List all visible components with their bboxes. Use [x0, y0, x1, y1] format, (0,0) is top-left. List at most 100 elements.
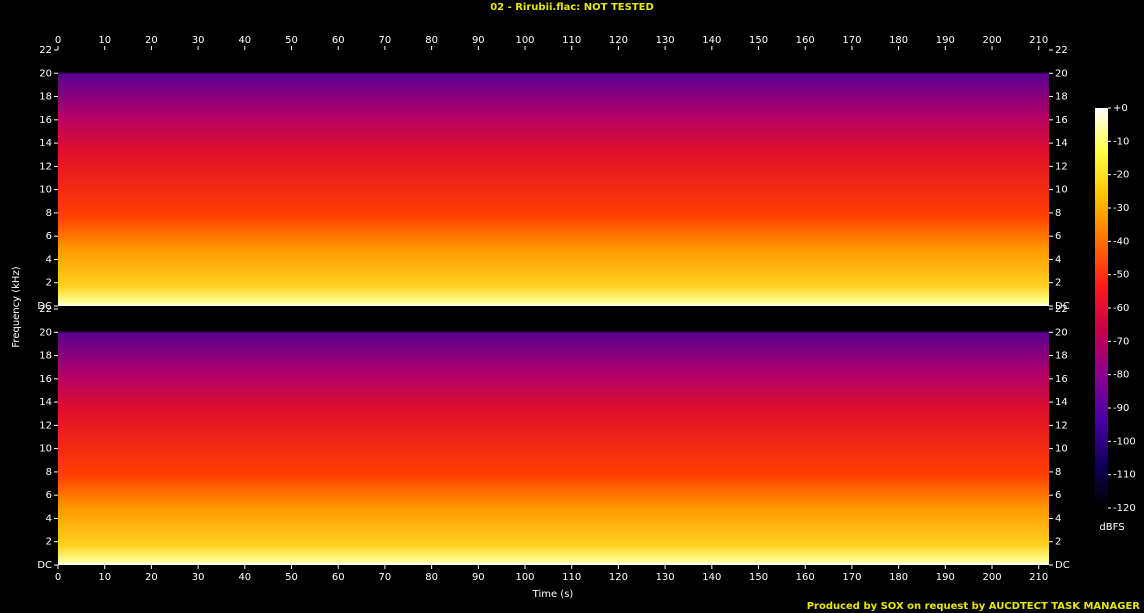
x-tick-label: 120	[609, 35, 628, 46]
x-tick-label: 40	[238, 35, 251, 46]
y-tick-label: 6	[1055, 490, 1061, 501]
y-tick-label: 4	[1055, 254, 1061, 265]
y-tick-label: 4	[46, 513, 52, 524]
y-tick-label: DC	[1055, 560, 1070, 571]
colorbar-tick-label: -10	[1113, 136, 1129, 147]
x-tick-label: 200	[982, 35, 1001, 46]
y-tick-label: 10	[1055, 444, 1068, 455]
x-tick-label: 90	[472, 572, 485, 583]
x-tick-label: 60	[332, 572, 345, 583]
footer: Produced by SOX on request by AUCDTECT T…	[807, 601, 1141, 612]
chart-title: 02 - Rirubii.flac: NOT TESTED	[490, 2, 654, 13]
colorbar-tick-label: -100	[1113, 436, 1136, 447]
x-axis-label: Time (s)	[532, 589, 574, 600]
x-tick-label: 50	[285, 35, 298, 46]
colorbar-tick-label: +0	[1113, 103, 1128, 114]
y-tick-label: 14	[39, 138, 52, 149]
y-tick-label: 10	[39, 444, 52, 455]
x-tick-label: 90	[472, 35, 485, 46]
y-tick-label: 10	[1055, 185, 1068, 196]
y-tick-label: 14	[39, 397, 52, 408]
x-tick-label: 180	[889, 572, 908, 583]
spectrogram-panel	[58, 309, 1049, 565]
y-tick-label: 2	[1055, 278, 1061, 289]
colorbar	[1095, 108, 1108, 508]
y-tick-label: 22	[39, 304, 52, 315]
x-tick-label: 40	[238, 572, 251, 583]
x-tick-label: 80	[425, 35, 438, 46]
x-tick-label: 80	[425, 572, 438, 583]
y-tick-label: 2	[46, 537, 52, 548]
y-axis-label: Frequency (kHz)	[11, 266, 22, 347]
y-tick-label: 8	[46, 467, 52, 478]
x-tick-label: 150	[749, 572, 768, 583]
y-tick-label: 16	[1055, 115, 1068, 126]
colorbar-tick-label: -80	[1113, 370, 1129, 381]
x-tick-label: 170	[842, 572, 861, 583]
x-tick-label: 20	[145, 35, 158, 46]
colorbar-tick-label: -40	[1113, 236, 1129, 247]
y-tick-label: 14	[1055, 138, 1068, 149]
colorbar-tick-label: -90	[1113, 403, 1129, 414]
x-tick-label: 20	[145, 572, 158, 583]
y-tick-label: 4	[46, 254, 52, 265]
y-tick-label: 10	[39, 185, 52, 196]
colorbar-tick-label: -70	[1113, 336, 1129, 347]
x-tick-label: 190	[936, 35, 955, 46]
x-tick-label: 70	[379, 572, 392, 583]
y-tick-label: 22	[39, 45, 52, 56]
y-tick-label: 20	[39, 327, 52, 338]
x-tick-label: 150	[749, 35, 768, 46]
x-tick-label: 60	[332, 35, 345, 46]
x-tick-label: 30	[192, 35, 205, 46]
x-tick-label: 130	[656, 35, 675, 46]
spectrogram-panel	[58, 50, 1049, 306]
y-tick-label: 20	[1055, 327, 1068, 338]
x-tick-label: 130	[656, 572, 675, 583]
x-tick-label: 200	[982, 572, 1001, 583]
y-tick-label: 12	[39, 161, 52, 172]
x-tick-label: 170	[842, 35, 861, 46]
x-tick-label: 10	[98, 572, 111, 583]
y-tick-label: 8	[46, 208, 52, 219]
colorbar-tick-label: -50	[1113, 270, 1129, 281]
y-tick-label: 16	[1055, 374, 1068, 385]
y-tick-label: DC	[1055, 301, 1070, 312]
y-tick-label: 18	[39, 92, 52, 103]
y-tick-label: DC	[37, 560, 52, 571]
x-tick-label: 10	[98, 35, 111, 46]
x-tick-label: 100	[515, 572, 534, 583]
colorbar-tick-label: -110	[1113, 470, 1136, 481]
y-tick-label: 18	[1055, 92, 1068, 103]
colorbar-tick-label: -30	[1113, 203, 1129, 214]
x-tick-label: 140	[702, 35, 721, 46]
x-tick-label: 110	[562, 572, 581, 583]
y-tick-label: 18	[1055, 351, 1068, 362]
colorbar-tick-label: -120	[1113, 503, 1136, 514]
y-tick-label: 18	[39, 351, 52, 362]
y-tick-label: 12	[39, 420, 52, 431]
colorbar-label: dBFS	[1099, 522, 1124, 533]
y-tick-label: 8	[1055, 208, 1061, 219]
x-tick-label: 50	[285, 572, 298, 583]
y-tick-label: 22	[1055, 304, 1068, 315]
colorbar-tick-label: -20	[1113, 170, 1129, 181]
y-tick-label: 14	[1055, 397, 1068, 408]
y-tick-label: 12	[1055, 420, 1068, 431]
y-tick-label: DC	[37, 301, 52, 312]
x-tick-label: 160	[796, 572, 815, 583]
y-tick-label: 20	[39, 68, 52, 79]
y-tick-label: 22	[1055, 45, 1068, 56]
x-tick-label: 100	[515, 35, 534, 46]
y-tick-label: 2	[46, 278, 52, 289]
y-tick-label: 6	[1055, 231, 1061, 242]
x-tick-label: 190	[936, 572, 955, 583]
y-tick-label: 6	[46, 231, 52, 242]
x-tick-label: 160	[796, 35, 815, 46]
x-tick-label: 70	[379, 35, 392, 46]
x-tick-label: 120	[609, 572, 628, 583]
y-tick-label: 2	[1055, 537, 1061, 548]
y-tick-label: 4	[1055, 513, 1061, 524]
y-tick-label: 6	[46, 490, 52, 501]
